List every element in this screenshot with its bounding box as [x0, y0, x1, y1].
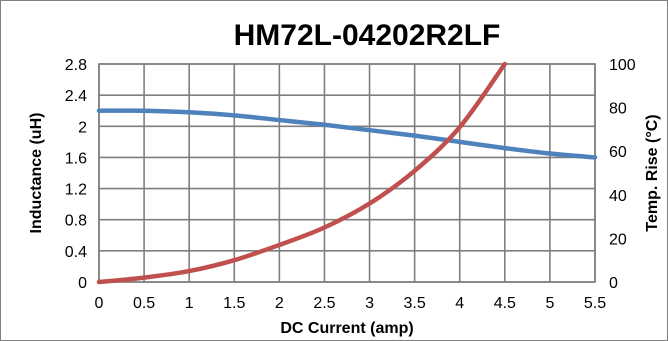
x-tick-label: 4	[455, 295, 464, 312]
x-tick-label: 3	[365, 295, 374, 312]
y-tick-label: 1.6	[65, 150, 87, 167]
y-tick-label: 0.8	[65, 213, 87, 230]
y-axis-title: Inductance (uH)	[28, 113, 45, 234]
inductance-line	[96, 108, 598, 160]
x-tick-label: 1.5	[223, 295, 245, 312]
y-tick-label: 0	[78, 275, 87, 292]
x-tick-label: 5	[545, 295, 554, 312]
y-tick-label: 2.4	[65, 88, 87, 105]
chart-title: HM72L-04202R2LF	[234, 19, 501, 52]
y2-tick-label: 60	[609, 144, 627, 161]
y-tick-label: 1.2	[65, 182, 87, 199]
x-tick-label: 3.5	[404, 295, 426, 312]
temp-rise-line	[96, 61, 508, 285]
y-tick-label: 0.4	[65, 244, 87, 261]
y2-tick-label: 100	[609, 57, 636, 74]
y2-tick-label: 0	[609, 275, 618, 292]
series-layer	[96, 61, 598, 285]
y2-axis-title: Temp. Rise (°C)	[644, 114, 661, 231]
x-tick-label: 2	[275, 295, 284, 312]
x-tick-label: 0.5	[133, 295, 155, 312]
x-tick-label: 5.5	[584, 295, 606, 312]
x-tick-label: 0	[95, 295, 104, 312]
x-axis-title: DC Current (amp)	[280, 320, 413, 337]
plot-area-border	[98, 63, 596, 283]
grid-layer	[98, 63, 596, 283]
x-tick-label: 2.5	[313, 295, 335, 312]
y2-tick-label: 20	[609, 231, 627, 248]
x-tick-label: 4.5	[494, 295, 516, 312]
tick-label-layer: 0 0.5 1 1.5 2 2.5 3 3.5 4 4.5 5 5.500.40.81.21.622.…	[65, 57, 636, 312]
x-tick-label: 1	[185, 295, 194, 312]
y-tick-label: 2	[78, 119, 87, 136]
y2-tick-label: 40	[609, 188, 627, 205]
y-tick-label: 2.8	[65, 57, 87, 74]
y2-tick-label: 80	[609, 101, 627, 118]
